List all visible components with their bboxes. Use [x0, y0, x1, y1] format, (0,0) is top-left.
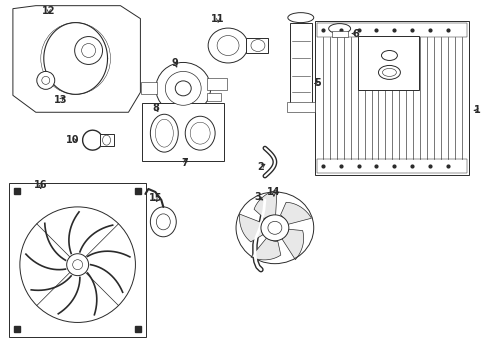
Polygon shape: [13, 6, 141, 112]
Ellipse shape: [82, 44, 96, 58]
Ellipse shape: [102, 135, 111, 145]
Bar: [290, 23, 312, 110]
Ellipse shape: [268, 221, 282, 234]
Text: 8: 8: [152, 103, 159, 113]
Text: 3: 3: [255, 192, 261, 202]
Bar: [287, 102, 315, 112]
Text: 4: 4: [359, 58, 366, 67]
Polygon shape: [281, 229, 304, 260]
Bar: [317, 23, 467, 37]
Polygon shape: [280, 202, 312, 225]
Text: 13: 13: [54, 95, 68, 105]
Ellipse shape: [20, 207, 135, 323]
Ellipse shape: [67, 254, 89, 276]
Text: 5: 5: [315, 78, 321, 88]
Text: 10: 10: [66, 135, 79, 145]
Bar: [143, 103, 224, 161]
Ellipse shape: [329, 24, 350, 33]
Text: 9: 9: [172, 58, 179, 68]
Bar: [332, 31, 347, 37]
Text: 12: 12: [42, 6, 55, 15]
Ellipse shape: [155, 119, 173, 147]
Ellipse shape: [37, 71, 55, 89]
Text: 16: 16: [34, 180, 48, 190]
Ellipse shape: [217, 36, 239, 55]
Ellipse shape: [288, 13, 314, 23]
Bar: [9, 183, 147, 337]
Text: 2: 2: [258, 162, 264, 172]
Ellipse shape: [73, 260, 83, 270]
Text: 1: 1: [474, 105, 481, 115]
Ellipse shape: [74, 37, 102, 64]
Bar: [99, 134, 114, 146]
Bar: [358, 36, 419, 90]
Bar: [207, 93, 221, 101]
Text: 7: 7: [182, 158, 189, 168]
Bar: [142, 82, 157, 94]
Bar: [246, 37, 268, 54]
Ellipse shape: [382, 50, 397, 60]
Polygon shape: [251, 237, 281, 260]
Ellipse shape: [156, 214, 171, 230]
Ellipse shape: [156, 62, 211, 114]
Bar: [317, 159, 467, 173]
Ellipse shape: [261, 215, 289, 241]
Text: 11: 11: [211, 14, 225, 24]
Ellipse shape: [42, 76, 50, 84]
Ellipse shape: [378, 66, 400, 80]
Bar: [315, 21, 469, 175]
Text: 15: 15: [148, 193, 162, 203]
Ellipse shape: [175, 81, 191, 96]
Ellipse shape: [185, 116, 215, 150]
Polygon shape: [254, 190, 277, 219]
Ellipse shape: [208, 28, 248, 63]
Text: 14: 14: [267, 187, 281, 197]
Ellipse shape: [150, 114, 178, 152]
Ellipse shape: [251, 40, 265, 51]
Ellipse shape: [190, 122, 210, 144]
Bar: [207, 78, 227, 90]
Ellipse shape: [150, 207, 176, 237]
Ellipse shape: [165, 71, 201, 105]
Text: 6: 6: [352, 28, 359, 39]
Ellipse shape: [383, 68, 396, 76]
Polygon shape: [240, 214, 264, 242]
